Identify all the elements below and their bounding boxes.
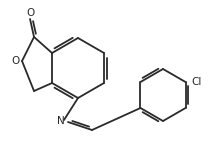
Text: O: O — [26, 8, 34, 18]
Text: O: O — [11, 56, 19, 66]
Text: N: N — [57, 116, 65, 126]
Text: Cl: Cl — [192, 77, 202, 87]
